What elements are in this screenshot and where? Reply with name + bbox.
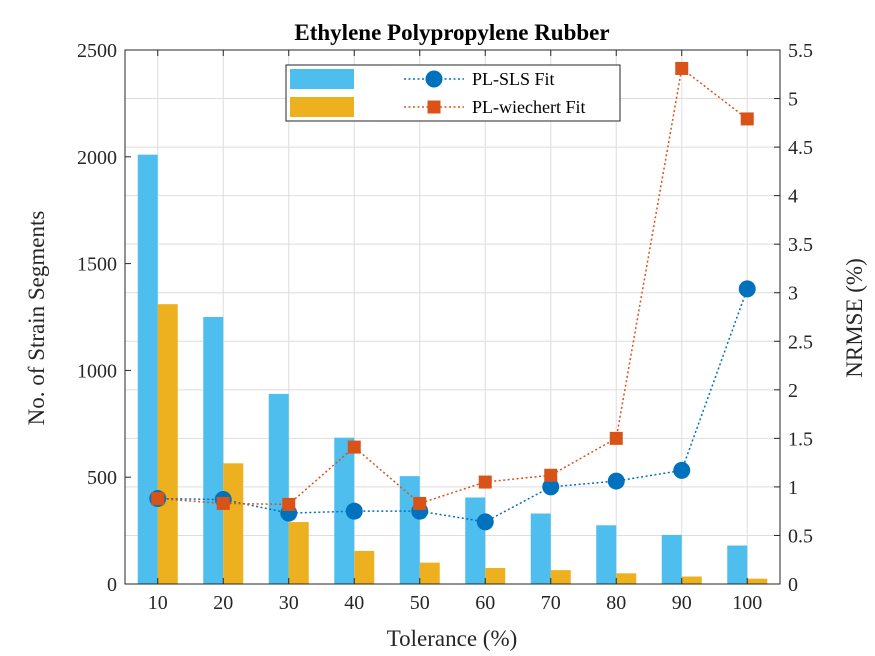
bar <box>354 550 375 584</box>
y2-tick-label: 2.5 <box>788 331 813 353</box>
bar <box>616 573 637 584</box>
bar <box>681 576 702 584</box>
bar <box>485 567 506 584</box>
y2-tick-label: 3.5 <box>788 234 813 256</box>
legend-swatch <box>290 97 354 117</box>
bar <box>530 513 551 584</box>
bars <box>137 154 768 584</box>
y2-axis-label: NRMSE (%) <box>842 258 867 377</box>
bar <box>137 154 158 584</box>
y-axis-label: No. of Strain Segments <box>24 211 49 426</box>
bar <box>268 393 289 584</box>
y2-tick-label: 3 <box>788 283 798 305</box>
y2-tick-label: 2 <box>788 380 798 402</box>
data-point <box>544 468 558 482</box>
series-line <box>157 67 748 506</box>
x-tick-label: 10 <box>148 592 168 614</box>
data-point <box>347 440 361 454</box>
data-point <box>282 497 296 511</box>
x-tick-label: 70 <box>541 592 561 614</box>
chart-title: Ethylene Polypropylene Rubber <box>294 20 609 45</box>
bar <box>223 463 244 584</box>
data-point <box>675 61 689 75</box>
x-axis-label: Tolerance (%) <box>387 626 518 651</box>
data-point <box>609 431 623 445</box>
x-tick-label: 60 <box>475 592 495 614</box>
bar <box>661 534 682 584</box>
x-tick-label: 100 <box>732 592 762 614</box>
y2-tick-label: 1.5 <box>788 428 813 450</box>
bar <box>465 497 486 584</box>
data-point <box>740 112 754 126</box>
bar <box>747 578 768 584</box>
bar <box>399 476 420 584</box>
legend-label: PL-SLS Fit <box>472 69 555 89</box>
data-point <box>151 492 165 506</box>
x-tick-label: 30 <box>279 592 299 614</box>
y2-tick-label: 1 <box>788 477 798 499</box>
bar <box>550 570 571 584</box>
data-point <box>345 502 363 520</box>
legend: PL-SLS Fit PL-wiechert Fit <box>285 64 621 122</box>
y-tick-label: 2000 <box>77 147 117 169</box>
y2-tick-label: 0 <box>788 574 798 596</box>
data-point <box>542 478 560 496</box>
data-point <box>738 280 756 298</box>
data-point <box>413 496 427 510</box>
y2-tick-label: 4 <box>788 186 798 208</box>
y2-tick-label: 5.5 <box>788 40 813 62</box>
x-tick-label: 20 <box>213 592 233 614</box>
x-tick-label: 50 <box>410 592 430 614</box>
y-tick-label: 1500 <box>77 254 117 276</box>
y-tick-label: 0 <box>107 574 117 596</box>
legend-marker <box>427 100 441 114</box>
y-tick-label: 2500 <box>77 40 117 62</box>
line-series <box>149 61 756 531</box>
y-tick-label: 500 <box>87 467 117 489</box>
y2-tick-label: 0.5 <box>788 525 813 547</box>
x-tick-label: 40 <box>344 592 364 614</box>
bar <box>727 545 748 584</box>
axes <box>124 49 781 585</box>
bar <box>203 317 224 584</box>
y-tick-label: 1000 <box>77 360 117 382</box>
x-tick-label: 80 <box>606 592 626 614</box>
y2-tick-label: 5 <box>788 89 798 111</box>
bar <box>596 525 617 584</box>
plot-frame <box>124 49 781 585</box>
bar <box>288 522 309 584</box>
legend-marker <box>425 70 443 88</box>
y2-tick-label: 4.5 <box>788 137 813 159</box>
data-point <box>673 461 691 479</box>
data-point <box>216 496 230 510</box>
data-point <box>478 475 492 489</box>
bar <box>419 562 440 584</box>
data-point <box>607 472 625 490</box>
bar <box>157 304 178 584</box>
legend-label: PL-wiechert Fit <box>472 97 585 117</box>
data-point <box>476 513 494 531</box>
x-tick-label: 90 <box>672 592 692 614</box>
legend-swatch <box>290 69 354 89</box>
tick-labels: 10 20 30 40 50 60 70 80 90 1000500100015002000250… <box>77 40 813 614</box>
bar <box>334 437 355 584</box>
